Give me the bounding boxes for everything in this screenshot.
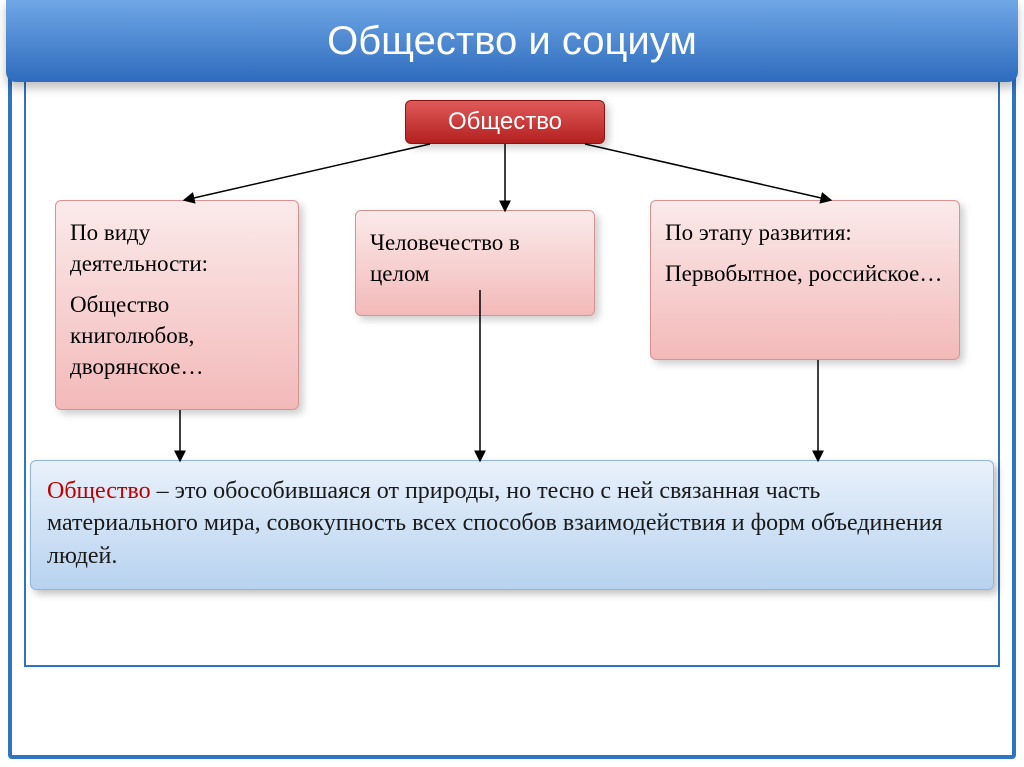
child-node-right: По этапу развития: Первобытное, российско…	[650, 200, 960, 360]
definition-term: Общество	[47, 478, 151, 504]
title-banner: Общество и социум	[6, 0, 1018, 82]
child-body: Общество книголюбов, дворянское…	[70, 289, 284, 382]
child-heading: По этапу развития:	[665, 217, 945, 248]
slide-title: Общество и социум	[327, 19, 697, 64]
child-node-center: Человечество в целом	[355, 210, 595, 316]
definition-text: – это обособившаяся от природы, но тесно…	[47, 478, 943, 569]
child-heading: По виду деятельности:	[70, 217, 284, 279]
root-node: Общество	[405, 100, 605, 144]
definition-box: Общество – это обособившаяся от природы,…	[30, 460, 994, 590]
root-label: Общество	[448, 108, 562, 136]
child-body: Первобытное, российское…	[665, 258, 945, 289]
child-heading: Человечество в целом	[370, 227, 580, 289]
child-node-left: По виду деятельности: Общество книголюбов…	[55, 200, 299, 410]
